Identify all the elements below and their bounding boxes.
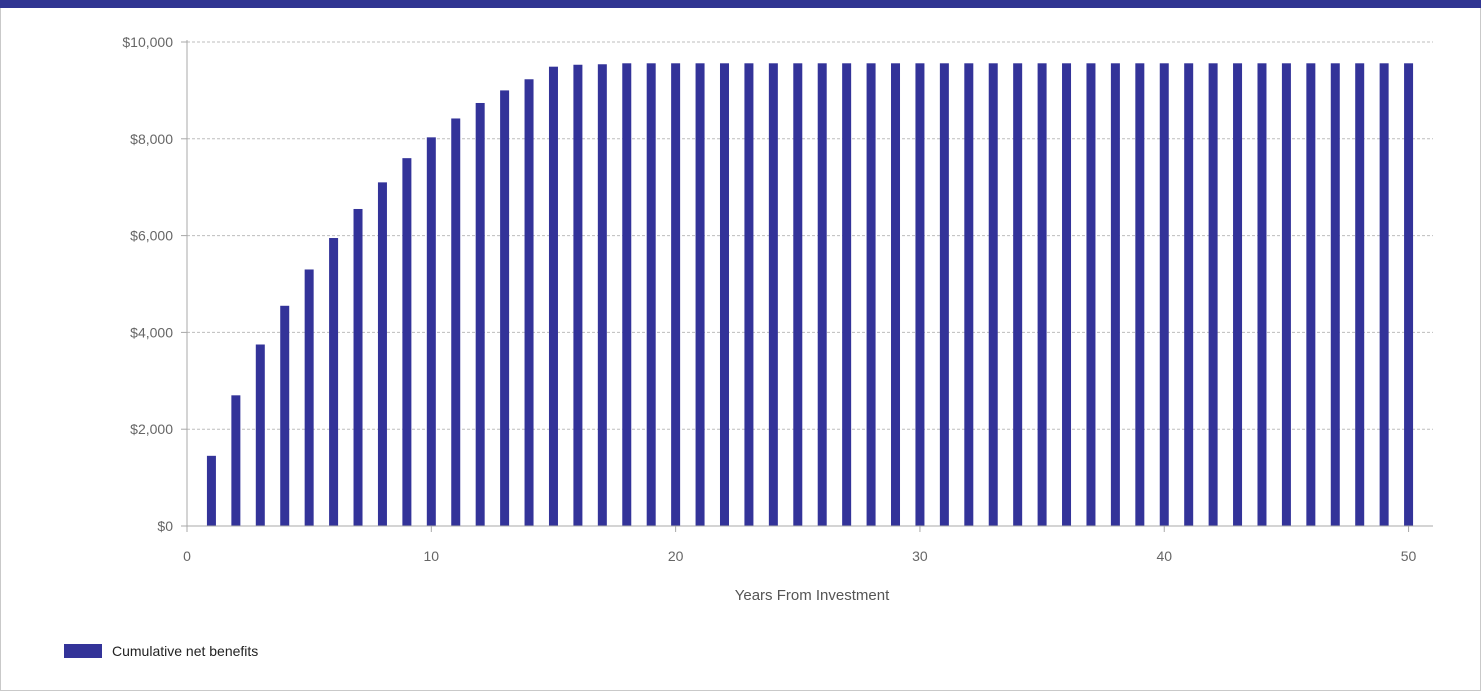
bar	[842, 63, 852, 527]
bar	[1404, 63, 1414, 527]
x-axis-ticks: 0 10 20 30 40 50	[183, 526, 1417, 564]
x-tick-label: 40	[1156, 548, 1172, 564]
bar	[1208, 63, 1218, 527]
bar	[646, 63, 656, 527]
bar	[597, 64, 607, 526]
bar	[573, 64, 583, 527]
bar	[255, 344, 265, 526]
bar	[1062, 63, 1072, 527]
bar	[866, 63, 876, 527]
bar	[915, 63, 925, 527]
y-tick-label: $2,000	[130, 421, 173, 437]
bar	[719, 63, 729, 527]
bar	[768, 63, 778, 527]
bar	[793, 63, 803, 527]
bar	[426, 137, 436, 526]
x-tick-label: 30	[912, 548, 928, 564]
bar	[548, 66, 558, 527]
bar	[622, 63, 632, 527]
x-axis-title: Years From Investment	[735, 587, 890, 604]
bar	[377, 182, 387, 527]
bar	[1330, 63, 1340, 527]
bar	[280, 305, 290, 526]
legend: Cumulative net benefits	[64, 643, 258, 659]
bar	[231, 395, 241, 526]
bar	[671, 63, 681, 527]
bar	[1110, 63, 1120, 527]
y-tick-label: $6,000	[130, 228, 173, 244]
bar	[1013, 63, 1023, 527]
bar	[1379, 63, 1389, 527]
grid-lines	[187, 41, 1433, 430]
bar	[1233, 63, 1243, 527]
bar	[891, 63, 901, 527]
bar	[964, 63, 974, 527]
bar	[817, 63, 827, 527]
x-tick-label: 20	[668, 548, 684, 564]
y-tick-label: $0	[157, 518, 173, 534]
bar	[1086, 63, 1096, 527]
y-tick-label: $8,000	[130, 131, 173, 147]
bar	[402, 158, 412, 526]
bar	[695, 63, 705, 527]
bar	[1281, 63, 1291, 527]
y-axis-ticks: $0 $2,000 $4,000 $6,000 $8,000 $10,000	[122, 34, 187, 534]
y-tick-label: $10,000	[122, 34, 173, 50]
bar	[1306, 63, 1316, 527]
bar	[451, 118, 461, 527]
bar	[500, 90, 510, 527]
header-accent-bar	[0, 0, 1481, 8]
x-tick-label: 0	[183, 548, 191, 564]
bar	[1257, 63, 1267, 527]
bar	[1159, 63, 1169, 527]
x-tick-label: 50	[1401, 548, 1417, 564]
legend-label: Cumulative net benefits	[112, 643, 259, 659]
bar	[524, 79, 534, 526]
bar	[939, 63, 949, 527]
bar	[304, 269, 314, 526]
bar	[1355, 63, 1365, 527]
bars	[206, 63, 1414, 527]
x-tick-label: 10	[424, 548, 440, 564]
bar	[475, 102, 485, 526]
bar	[353, 208, 363, 527]
axes	[186, 40, 1433, 527]
bar	[1184, 63, 1194, 527]
bar	[329, 238, 339, 526]
bar	[1037, 63, 1047, 527]
bar	[1135, 63, 1145, 527]
bar	[988, 63, 998, 527]
legend-swatch	[64, 644, 102, 658]
bar	[744, 63, 754, 527]
bar	[206, 455, 216, 526]
y-tick-label: $4,000	[130, 324, 173, 340]
